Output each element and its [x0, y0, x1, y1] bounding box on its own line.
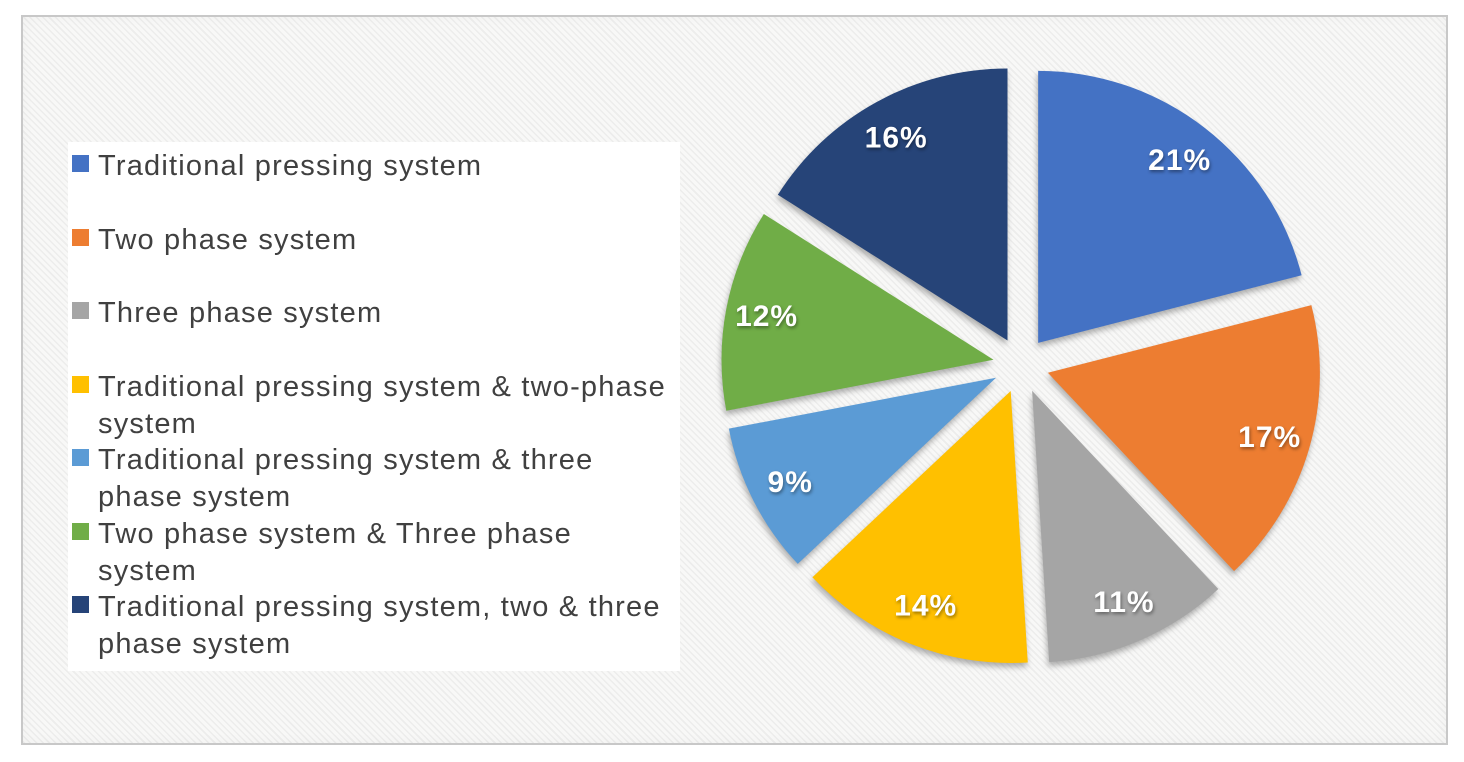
pie-slice	[1047, 305, 1320, 572]
legend-item-label: Two phase system	[98, 223, 358, 256]
legend-swatch-icon	[72, 449, 89, 466]
legend-item-label: Traditional pressing system, two & three…	[98, 591, 661, 660]
legend-swatch-icon	[72, 155, 89, 172]
legend-item-label: Two phase system & Three phase system	[98, 517, 572, 587]
legend-swatch-icon	[72, 228, 89, 246]
legend-item: Traditional pressing system	[72, 148, 680, 222]
legend-item-label: Traditional pressing system	[98, 150, 483, 182]
legend-item: Two phase system	[72, 222, 680, 296]
legend-item: Traditional pressing system & two-phase …	[72, 369, 680, 443]
legend-swatch-icon	[72, 375, 89, 393]
legend-item: Three phase system	[72, 295, 680, 369]
legend-item: Traditional pressing system, two & three…	[72, 589, 680, 663]
legend-item-label: Three phase system	[98, 297, 383, 329]
legend-item-label: Traditional pressing system & three phas…	[98, 444, 594, 513]
pie-slice-label: 11%	[1093, 586, 1154, 619]
pie-slice-label: 14%	[894, 589, 957, 622]
legend-swatch-icon	[72, 302, 89, 319]
pie-slice-label: 21%	[1148, 144, 1211, 177]
pie-slice-label: 16%	[865, 122, 928, 155]
legend-swatch-icon	[72, 522, 89, 540]
pie-chart: 21% 17% 11% 14% 9% 12% 16%	[721, 68, 1320, 664]
legend-item: Traditional pressing system & three phas…	[72, 442, 680, 516]
pie-slice	[1032, 390, 1219, 663]
pie-slice-label: 9%	[768, 466, 813, 499]
legend-swatch-icon	[72, 596, 89, 613]
pie-slice	[728, 377, 997, 564]
pie-slice	[721, 214, 994, 411]
pie-slice-label: 17%	[1238, 421, 1301, 454]
pie-slice	[777, 68, 1008, 341]
chart-legend: Traditional pressing system Two phase sys…	[68, 142, 680, 671]
legend-item-label: Traditional pressing system & two-phase …	[98, 370, 666, 440]
slide-background: Traditional pressing system Two phase sys…	[21, 15, 1448, 745]
pie-slice	[1038, 70, 1302, 343]
pie-slice	[812, 391, 1028, 664]
legend-item: Two phase system & Three phase system	[72, 516, 680, 590]
pie-slice-label: 12%	[735, 300, 798, 333]
